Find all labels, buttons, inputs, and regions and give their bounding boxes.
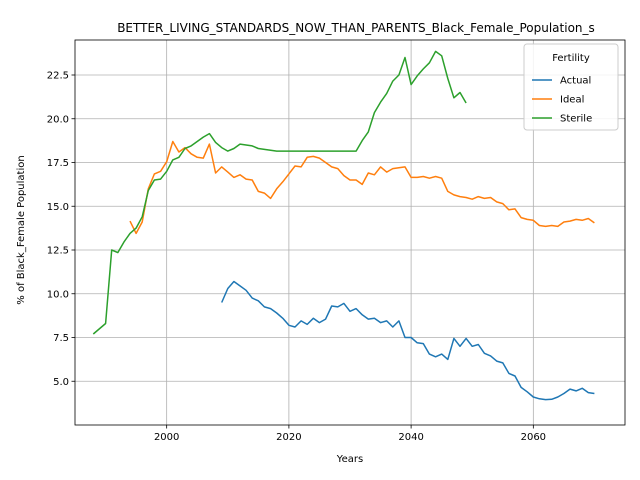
x-tick-label: 2000 bbox=[154, 432, 179, 443]
legend-title: Fertility bbox=[552, 53, 590, 64]
x-tick-label: 2020 bbox=[276, 432, 301, 443]
series-line-actual bbox=[221, 280, 595, 401]
series-line-sterile bbox=[92, 50, 467, 335]
y-tick-label: 22.5 bbox=[47, 71, 69, 82]
y-tick-label: 7.5 bbox=[53, 333, 69, 344]
y-axis-title: % of Black_Female Population bbox=[16, 155, 27, 304]
y-tick-label: 17.5 bbox=[47, 158, 69, 169]
y-tick-label: 20.0 bbox=[47, 114, 69, 125]
chart-title: BETTER_LIVING_STANDARDS_NOW_THAN_PARENTS… bbox=[117, 21, 595, 35]
y-tick-label: 12.5 bbox=[47, 246, 69, 257]
x-axis-title: Years bbox=[336, 454, 363, 465]
series-line-ideal bbox=[129, 140, 595, 235]
legend-label-ideal: Ideal bbox=[560, 95, 584, 106]
y-tick-label: 10.0 bbox=[47, 289, 69, 300]
legend-items: Actual Ideal Sterile bbox=[532, 76, 592, 125]
series-layer bbox=[92, 50, 595, 401]
y-tick-label: 5.0 bbox=[53, 377, 69, 388]
grid bbox=[75, 40, 625, 425]
legend-box bbox=[523, 43, 619, 131]
x-tick-label: 2040 bbox=[398, 432, 423, 443]
x-tick-label: 2060 bbox=[521, 432, 546, 443]
axis-ticks: 2000 2020 2040 2060 5.0 7.5 10.0 12.5 15.0 17.5 20… bbox=[47, 71, 546, 444]
legend-label-sterile: Sterile bbox=[560, 114, 592, 125]
legend-label-actual: Actual bbox=[560, 76, 591, 87]
y-tick-label: 15.0 bbox=[47, 202, 69, 213]
plot-frame bbox=[74, 39, 626, 426]
legend: Fertility Actual Ideal Sterile bbox=[523, 43, 619, 131]
